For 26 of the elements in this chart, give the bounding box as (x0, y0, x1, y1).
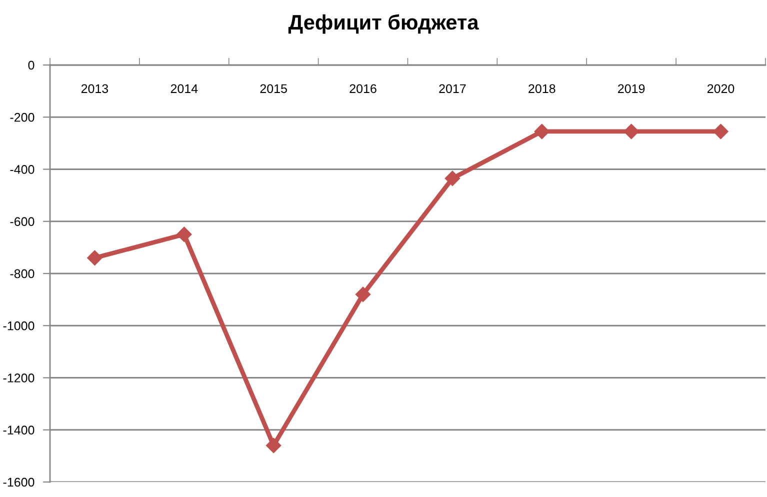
y-tick-label: 0 (28, 60, 34, 70)
point (266, 438, 282, 454)
x-tick-label: 2017 (439, 84, 466, 94)
x-tick-label: 2014 (170, 84, 198, 94)
point (713, 124, 728, 140)
point (444, 170, 460, 186)
x-tick-label: 2019 (618, 84, 645, 94)
point (176, 226, 192, 242)
y-tick-label: -400 (10, 165, 34, 174)
point (534, 124, 550, 140)
y-tick-label: -600 (10, 217, 34, 226)
point (624, 124, 639, 140)
x-tick-label: 2015 (260, 84, 287, 94)
x-tick-label: 2013 (81, 84, 108, 94)
y-tick-label: -800 (10, 269, 34, 278)
x-tick-label: 2016 (350, 84, 376, 94)
y-tick-label: -1400 (3, 426, 34, 435)
chart-title: Дефицит бюджета (288, 14, 479, 34)
y-tick-label: -1000 (3, 321, 34, 330)
x-tick-label: 2020 (707, 84, 734, 94)
point (355, 286, 371, 302)
point (87, 250, 102, 266)
y-tick-label: -200 (10, 112, 34, 122)
y-tick-label: -1200 (3, 374, 34, 382)
x-tick-label: 2018 (528, 84, 556, 94)
y-tick-label: -1600 (3, 478, 34, 487)
